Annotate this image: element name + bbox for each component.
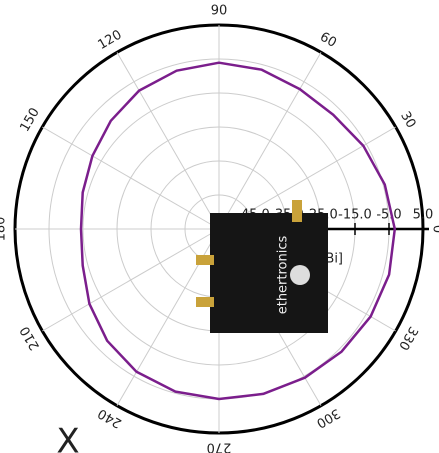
theta-tick-label: 60 [317, 30, 339, 51]
grid-spoke [116, 52, 220, 230]
connector [196, 255, 214, 265]
grid-spoke [42, 126, 220, 230]
theta-tick-label: 90 [211, 4, 228, 19]
board-label: ethertronics [276, 235, 291, 314]
grid-spoke [42, 228, 220, 332]
theta-tick-label: 270 [207, 440, 232, 453]
r-tick-label: -5.0 [376, 208, 401, 223]
grid-spoke [218, 52, 322, 230]
theta-tick-label: 30 [397, 109, 418, 131]
grid-spoke [218, 126, 396, 230]
series-line [79, 61, 397, 401]
r-tick-label: 5.0 [413, 208, 434, 223]
logo [290, 265, 310, 285]
theta-tick-label: 0 [430, 225, 439, 233]
connector [292, 200, 302, 222]
theta-tick-label: 180 [0, 217, 9, 242]
board [210, 213, 328, 333]
connector [196, 297, 214, 307]
board-photo: ethertronics [196, 200, 328, 333]
plot [79, 61, 397, 401]
r-tick-label: -15.0 [338, 208, 372, 223]
corner-text: X [56, 422, 79, 453]
